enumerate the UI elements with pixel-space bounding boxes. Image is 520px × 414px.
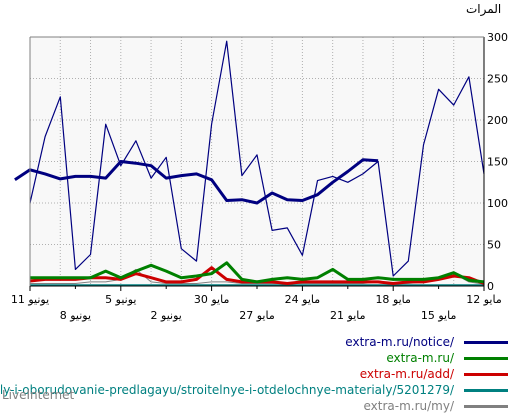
chart-axes	[29, 36, 485, 291]
series-line	[30, 261, 485, 284]
chart-grid	[29, 36, 485, 286]
plot-background	[30, 37, 484, 286]
y-tick-label: 300	[487, 31, 508, 44]
legend-swatch	[464, 340, 508, 344]
x-tick-label: 12 مايو	[466, 293, 502, 306]
y-tick-label: 150	[487, 156, 508, 169]
x-axis-ticks: 12 مايو 18 مايو 24 مايو 30 مايو 5 يونيو 11 يو…	[11, 293, 502, 322]
legend-item: extra-m.ru/my/	[363, 398, 508, 414]
legend-item: extra-m.ru/add/	[360, 366, 508, 382]
chart-series	[14, 40, 485, 287]
x-tick-label: 2 يونيو	[151, 309, 182, 322]
series-line	[14, 158, 379, 205]
legend-swatch	[464, 356, 508, 360]
series-line	[30, 268, 485, 285]
series-line	[29, 40, 485, 277]
x-tick-label: 27 مايو	[239, 309, 275, 322]
legend-label: erialy-i-oborudovanie-predlagayu/stroite…	[0, 383, 454, 397]
y-axis-ticks: 0 50 100 150 200 250 300	[487, 31, 508, 293]
x-tick-label: 30 مايو	[194, 293, 230, 306]
legend-label: extra-m.ru/notice/	[345, 335, 454, 349]
x-tick-label: 21 مايو	[330, 309, 366, 322]
y-tick-label: 0	[487, 280, 494, 293]
brand-label: LiveInternet	[2, 388, 75, 402]
x-tick-label: 11 يونيو	[11, 293, 49, 306]
legend-label: extra-m.ru/	[386, 351, 454, 365]
legend-label: extra-m.ru/add/	[359, 367, 454, 381]
legend-item: extra-m.ru/notice/	[345, 334, 508, 350]
legend-swatch	[464, 388, 508, 392]
y-tick-label: 100	[487, 197, 508, 210]
x-tick-label: 18 مايو	[375, 293, 411, 306]
legend-label: extra-m.ru/my/	[363, 399, 454, 413]
chart-canvas: 0 50 100 150 200 250 300 12 مايو 18 مايو 24 مايو…	[11, 31, 508, 322]
y-tick-label: 50	[487, 239, 501, 252]
x-tick-label: 24 مايو	[285, 293, 321, 306]
x-tick-label: 5 يونيو	[105, 293, 136, 306]
legend-item: extra-m.ru/	[386, 350, 508, 366]
y-tick-label: 200	[487, 114, 508, 127]
legend-swatch	[464, 372, 508, 376]
x-tick-label: 8 يونيو	[60, 309, 91, 322]
x-tick-label: 15 مايو	[421, 309, 457, 322]
legend-item: erialy-i-oborudovanie-predlagayu/stroite…	[0, 382, 508, 398]
legend: extra-m.ru/notice/extra-m.ru/extra-m.ru/…	[0, 332, 520, 413]
y-tick-label: 250	[487, 73, 508, 86]
y-axis-label: المرات	[466, 2, 502, 16]
